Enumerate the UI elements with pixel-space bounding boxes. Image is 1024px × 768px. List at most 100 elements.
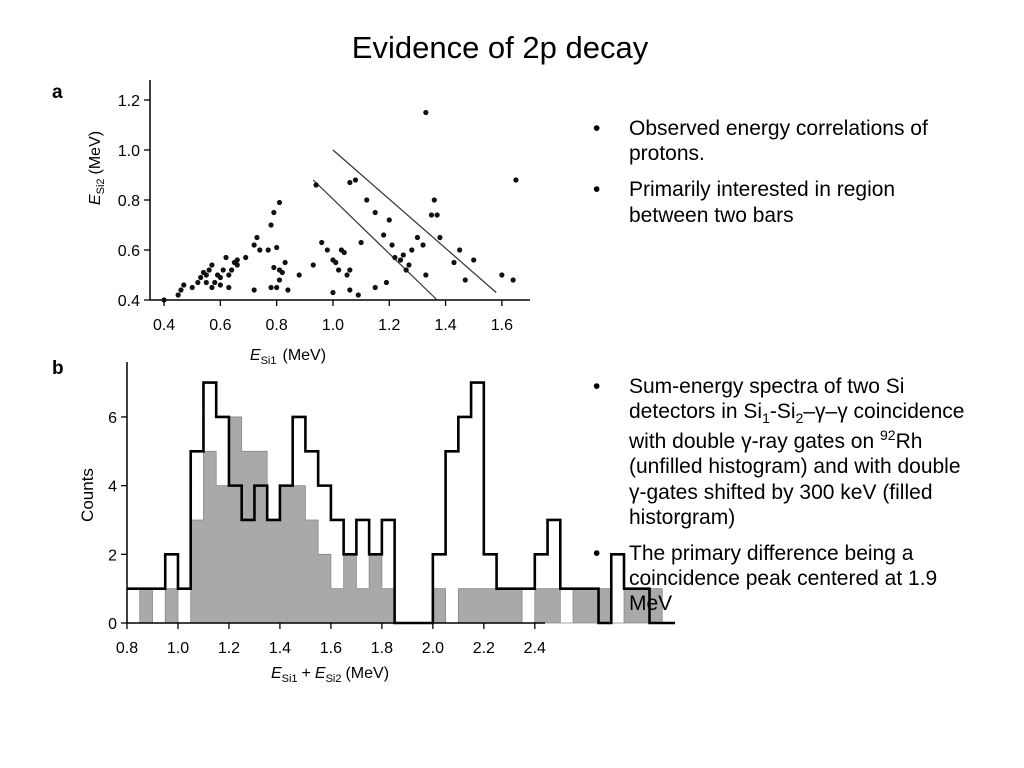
bullet-text: Primarily interested in region between t… [629,178,896,227]
scatter-point [400,252,406,258]
scatter-point [428,212,435,218]
scatter-point [381,232,387,238]
scatter-point [226,272,232,278]
x-tick-label: 1.0 [167,640,189,657]
scatter-point [226,284,232,291]
scatter-point [423,109,429,116]
x-tick-label: 1.6 [491,317,513,334]
scatter-point [403,267,409,273]
histogram-x-ticks: 0.8 1.0 1.2 1.4 1.6 1.8 2.0 2.2 2.4 [116,623,546,657]
x-tick-label: 0.8 [116,640,138,657]
scatter-point [217,274,223,281]
scatter-point [175,292,181,298]
scatter-point [251,287,257,293]
scatter-point [358,239,364,246]
scatter-point [178,287,184,293]
scatter-point [372,209,378,216]
bullets-top: Observed energy correlations of protons.… [590,116,970,239]
x-tick-label: 1.4 [434,317,456,334]
x-tick-label: 2.4 [524,640,546,657]
scatter-point [220,267,226,273]
x-tick-label: 2.2 [473,640,495,657]
y-tick-label: 6 [108,410,117,427]
scatter-point [510,277,516,283]
y-tick-label: 0.6 [118,243,140,260]
y-tick-label: 0.4 [118,293,140,310]
bullet-text: Observed energy correlations of protons. [629,117,928,166]
scatter-point [223,254,229,261]
x-tick-label: 1.2 [218,640,240,657]
y-tick-label: 1.0 [118,143,140,160]
scatter-point [513,177,519,183]
scatter-point [355,292,361,298]
bullet-text: -Si [769,400,796,424]
scatter-point [313,182,319,188]
scatter-points [161,109,519,303]
superscript: 92 [879,427,896,444]
scatter-point [409,247,415,253]
bullet-text: Rh (unfilled histogram) and with double … [629,430,961,529]
scatter-point [499,272,505,278]
scatter-point [212,279,218,286]
x-tick-label: 1.0 [322,317,344,334]
scatter-point [347,179,353,186]
scatter-point [271,264,277,271]
scatter-point [276,267,283,273]
scatter-point [347,267,353,273]
scatter-point [392,254,398,261]
scatter-point [462,277,468,283]
scatter-point [319,239,325,246]
scatter-x-label: ESi1 (MeV) [250,347,326,367]
scatter-point [276,277,283,283]
scatter-y-ticks: 0.4 0.6 0.8 1.0 1.2 [118,93,150,310]
region-bar-line [332,149,497,293]
histogram-x-label: ESi1 + ESi2 (MeV) [271,665,389,685]
panel-label-a: a [52,82,63,103]
scatter-point [268,222,274,228]
scatter-point [254,234,260,241]
bullet-text: Sum-energy spectra of two Si detectors i… [629,375,905,424]
bullet-item: Primarily interested in region between t… [590,177,970,227]
y-tick-label: 1.2 [118,93,140,110]
scatter-point [431,197,437,203]
scatter-point [414,234,421,241]
scatter-y-label: ESi2(MeV) [87,131,107,205]
scatter-point [471,257,477,263]
y-tick-label: 0 [108,616,117,633]
x-tick-label: 1.2 [378,317,400,334]
scatter-point [324,247,330,253]
scatter-point [383,279,390,286]
scatter-point [274,244,280,251]
histogram-y-label: Counts [78,468,97,522]
x-tick-label: 1.4 [269,640,291,657]
scatter-point [229,267,235,273]
panel-label-b: b [52,358,64,379]
scatter-point [423,272,429,278]
histogram-y-ticks: 0 2 4 6 [108,410,127,633]
y-tick-label: 0.8 [118,193,140,210]
scatter-point [341,249,347,256]
histogram-panel: b 0.8 1.0 1.2 1.4 1.6 1.8 2.0 2.2 2.4 0 2 4 6 Count… [52,358,675,685]
x-tick-label: 0.4 [153,317,175,334]
scatter-point [352,177,359,183]
scatter-point [406,262,412,268]
slide-title: Evidence of 2p decay [351,30,649,65]
scatter-point [282,259,288,266]
x-tick-label: 1.6 [320,640,342,657]
bullets-bottom: Sum-energy spectra of two Si detectors i… [590,374,970,627]
region-bars [312,149,497,301]
y-tick-label: 4 [108,479,117,496]
bullet-item: Sum-energy spectra of two Si detectors i… [590,374,970,530]
scatter-point [243,254,249,261]
scatter-point [195,279,201,286]
scatter-point [257,247,263,253]
scatter-point [276,199,283,206]
scatter-point [347,287,353,293]
scatter-point [234,257,240,263]
scatter-point [181,282,187,288]
scatter-point [198,274,204,281]
scatter-point [335,267,342,273]
scatter-point [217,282,223,288]
bullet-item: The primary difference being a coinciden… [590,541,970,617]
scatter-panel: a 0.4 0.6 0.8 1.0 1.2 1.4 1.6 0.40.60.81.01.2 … [52,80,530,367]
